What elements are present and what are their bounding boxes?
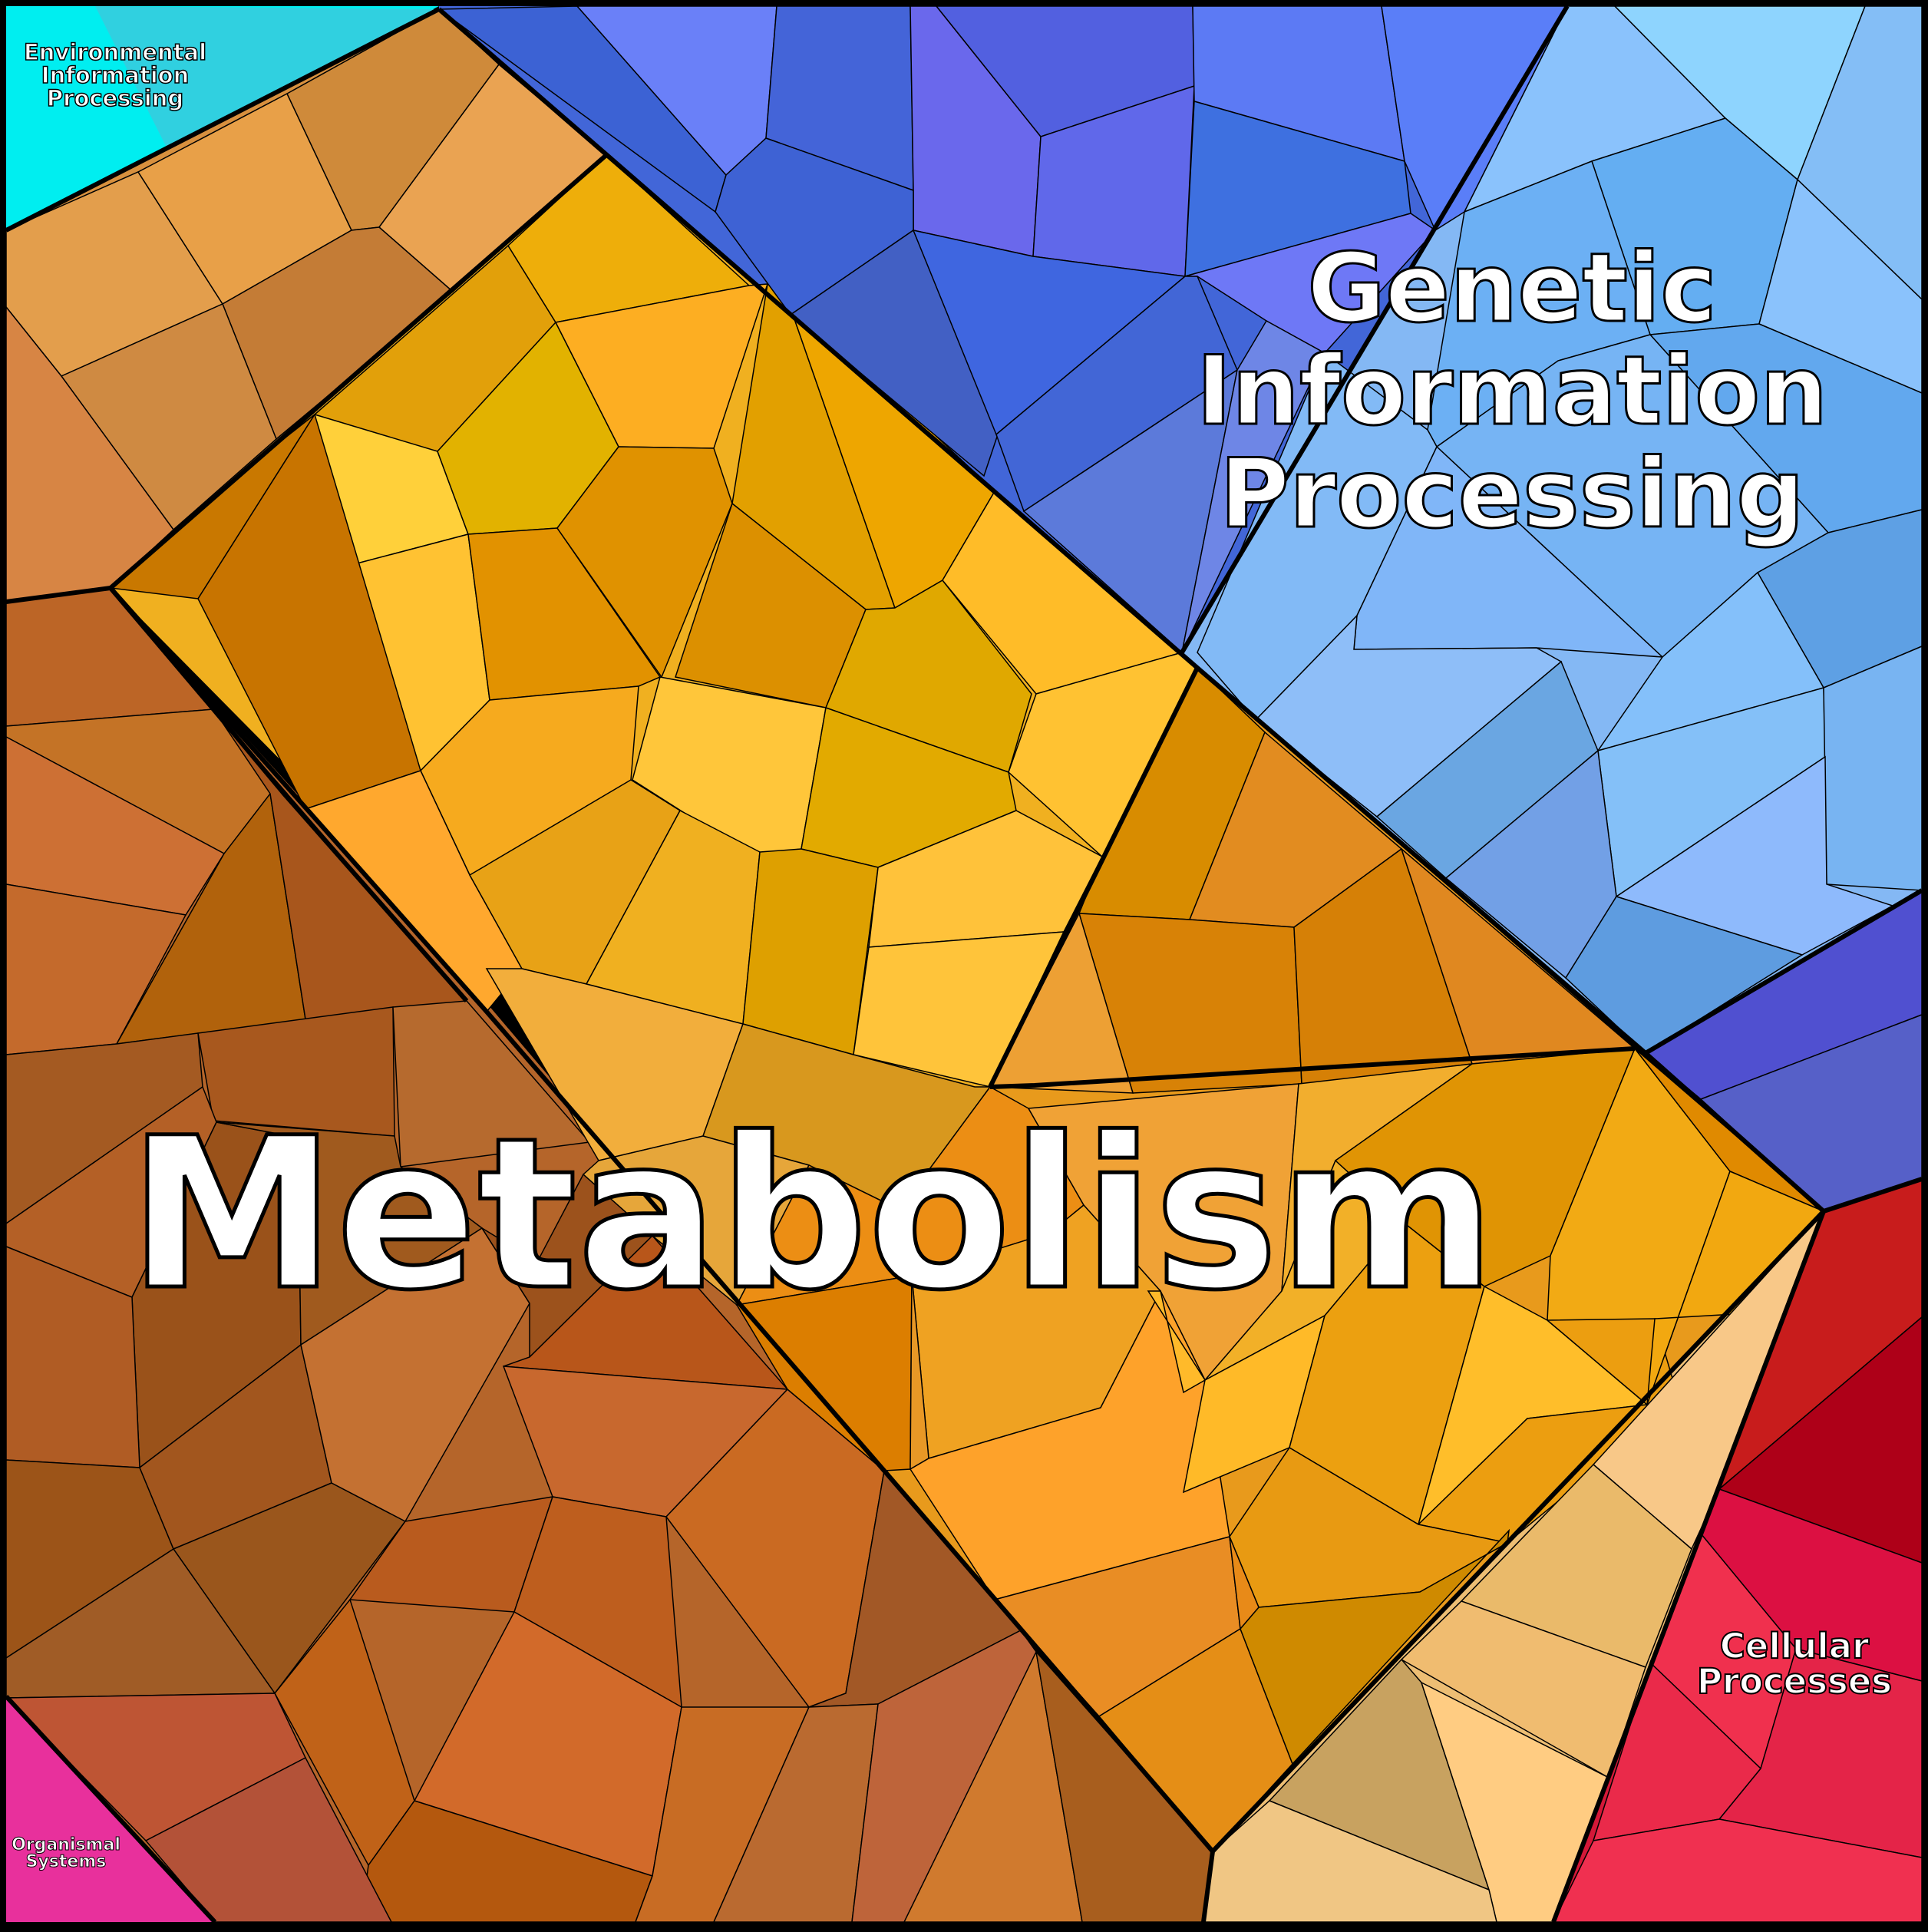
label-cellular-line-1: Cellular [1720, 1626, 1870, 1666]
region-boundaries [4, 5, 1923, 1924]
label-environmental-line-3: Processing [47, 85, 183, 111]
label-genetic-line-2: Information [1197, 336, 1828, 447]
label-cellular-line-2: Processes [1697, 1661, 1892, 1702]
label-genetic-line-3: Processing [1220, 439, 1804, 550]
label-genetic-line-1: Genetic [1307, 233, 1717, 344]
label-environmental-line-1: Environmental [24, 39, 206, 65]
label-organismal-line-1: Organismal [12, 1835, 121, 1854]
label-environmental-line-2: Information [41, 62, 189, 88]
voronoi-cells [5, 5, 1923, 1923]
region-environmental-cell-2 [95, 6, 439, 149]
label-organismal-line-2: Systems [26, 1852, 107, 1871]
label-metabolism: Metabolism [128, 1094, 1496, 1336]
